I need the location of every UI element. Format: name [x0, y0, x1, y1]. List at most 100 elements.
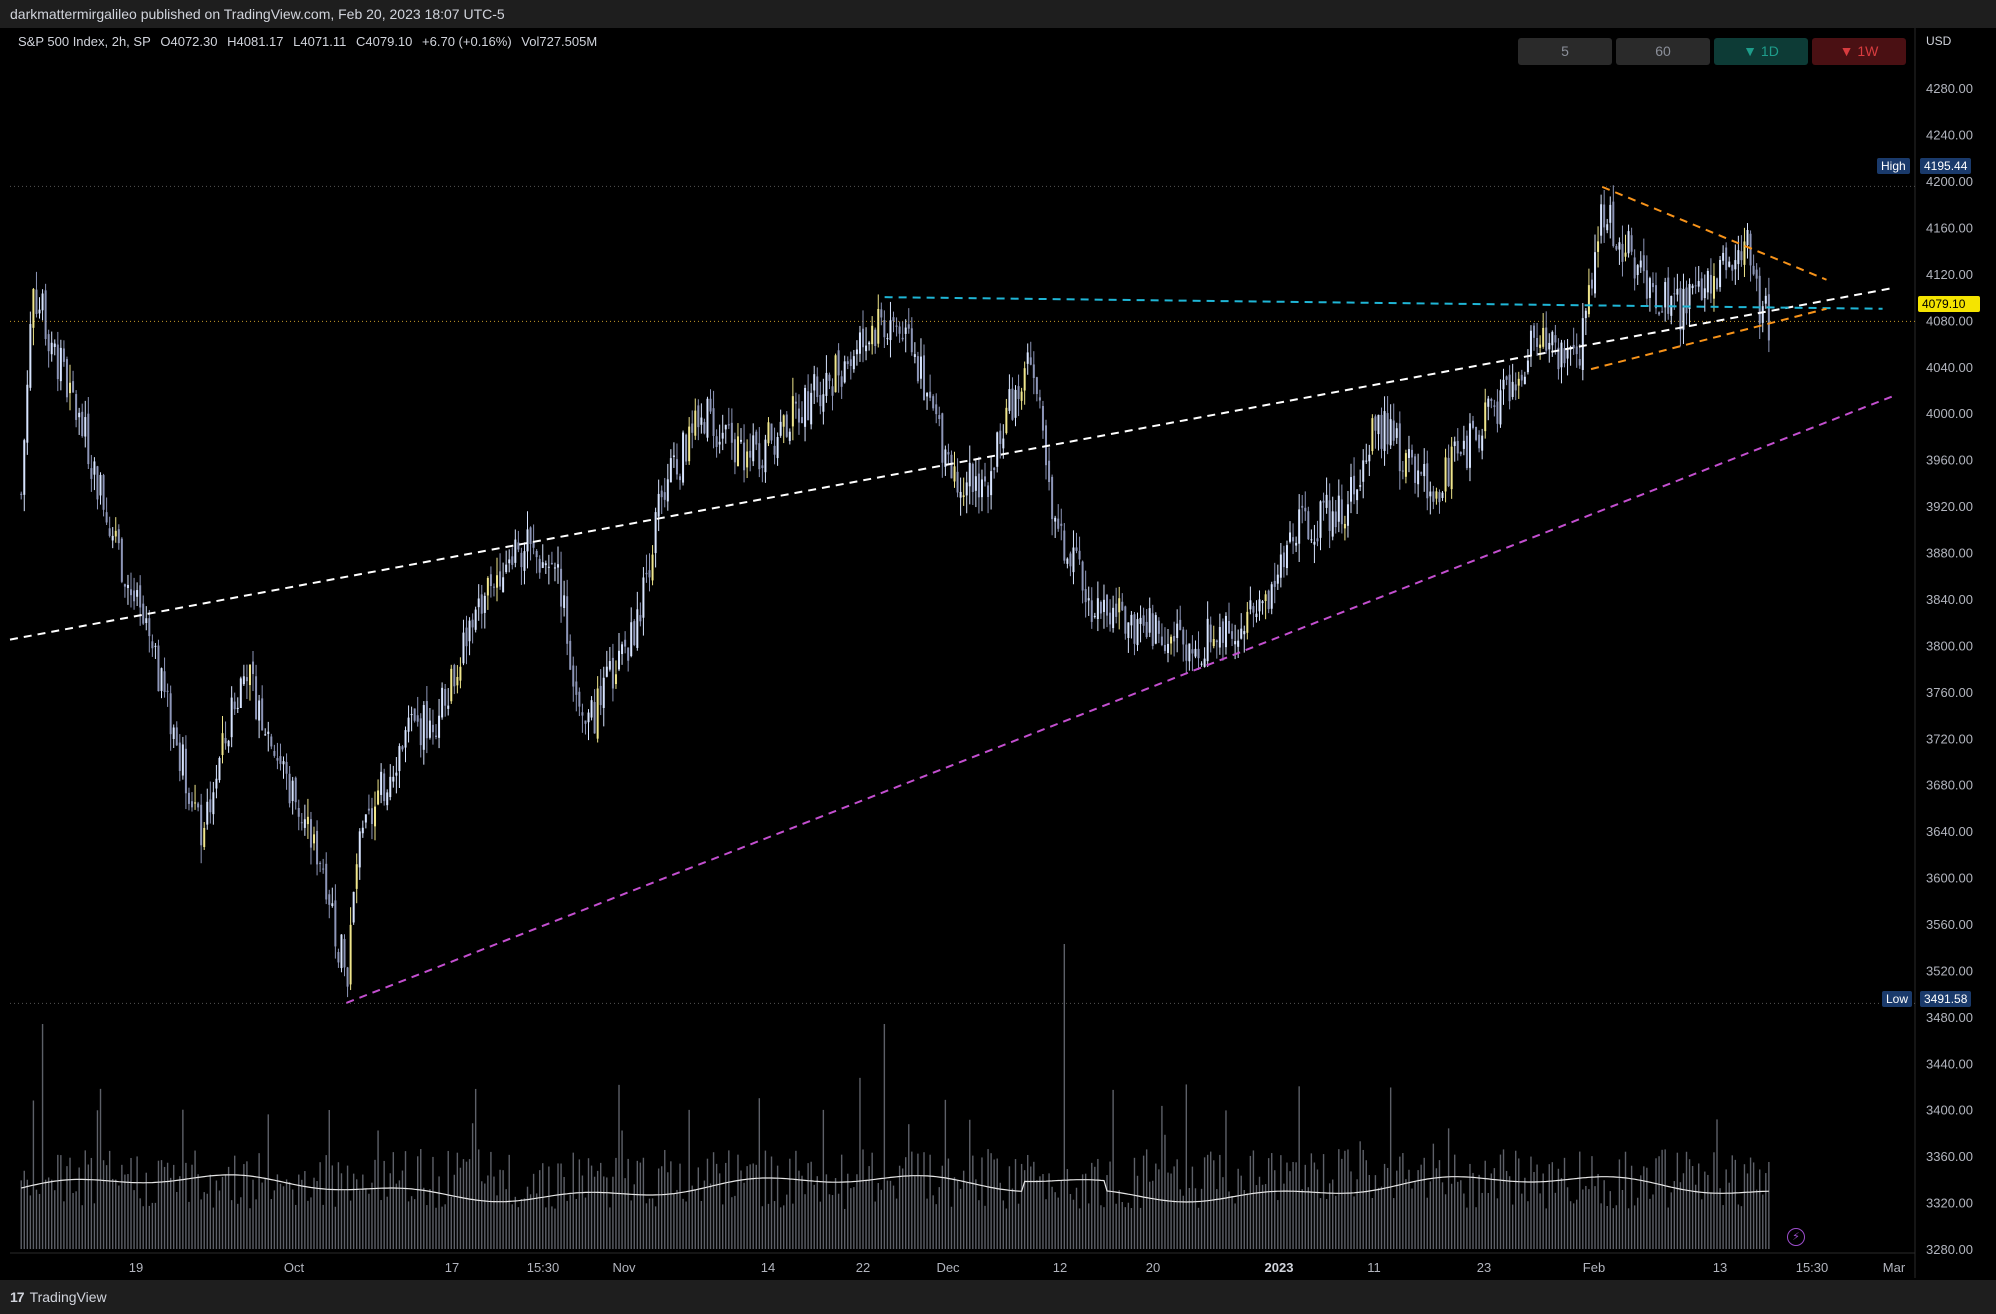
candle-body[interactable]: [977, 473, 980, 498]
candle-body[interactable]: [239, 678, 242, 708]
candle-body[interactable]: [871, 325, 874, 345]
candle-body[interactable]: [904, 327, 907, 334]
candle-body[interactable]: [1038, 397, 1041, 401]
candle-body[interactable]: [919, 356, 922, 379]
candle-body[interactable]: [340, 934, 343, 969]
candle-body[interactable]: [794, 401, 797, 404]
candle-body[interactable]: [514, 539, 517, 563]
candle-body[interactable]: [1615, 245, 1618, 250]
candle-body[interactable]: [279, 756, 282, 764]
candle-body[interactable]: [416, 715, 419, 722]
candle-body[interactable]: [645, 572, 648, 575]
candle-body[interactable]: [553, 567, 556, 569]
candle-body[interactable]: [1664, 282, 1667, 308]
candle-body[interactable]: [111, 535, 114, 541]
candle-body[interactable]: [126, 584, 129, 589]
candle-body[interactable]: [1023, 368, 1026, 391]
candle-body[interactable]: [157, 645, 160, 692]
candle-body[interactable]: [1627, 231, 1630, 254]
candle-body[interactable]: [23, 440, 26, 495]
candle-body[interactable]: [175, 727, 178, 746]
candle-body[interactable]: [1337, 495, 1340, 522]
candle-body[interactable]: [837, 350, 840, 376]
candle-body[interactable]: [38, 309, 41, 314]
candle-body[interactable]: [1218, 627, 1221, 648]
candle-body[interactable]: [767, 422, 770, 444]
candle-body[interactable]: [526, 529, 529, 552]
candle-body[interactable]: [169, 693, 172, 735]
candle-body[interactable]: [883, 320, 886, 338]
candle-body[interactable]: [1484, 402, 1487, 432]
candle-body[interactable]: [1209, 624, 1212, 643]
candle-body[interactable]: [1441, 492, 1444, 498]
candle-body[interactable]: [557, 564, 560, 568]
candle-body[interactable]: [1703, 288, 1706, 299]
candles[interactable]: [20, 185, 1770, 998]
candle-body[interactable]: [1560, 342, 1563, 368]
candle-body[interactable]: [1533, 325, 1536, 338]
candle-body[interactable]: [996, 432, 999, 467]
candle-body[interactable]: [773, 445, 776, 455]
candle-body[interactable]: [785, 414, 788, 437]
candle-body[interactable]: [910, 328, 913, 353]
candle-body[interactable]: [1282, 552, 1285, 568]
candle-body[interactable]: [1020, 391, 1023, 401]
candle-body[interactable]: [425, 701, 428, 739]
candle-body[interactable]: [1328, 500, 1331, 531]
candle-body[interactable]: [435, 735, 438, 738]
candle-body[interactable]: [1621, 243, 1624, 262]
candle-body[interactable]: [584, 720, 587, 724]
candle-body[interactable]: [1526, 360, 1529, 373]
candle-body[interactable]: [468, 620, 471, 642]
candle-body[interactable]: [1551, 331, 1554, 346]
candle-body[interactable]: [1658, 312, 1661, 315]
candle-body[interactable]: [990, 471, 993, 496]
candle-body[interactable]: [1383, 411, 1386, 451]
candle-body[interactable]: [1322, 500, 1325, 503]
candle-body[interactable]: [465, 627, 468, 647]
candle-body[interactable]: [1584, 310, 1587, 319]
candle-body[interactable]: [1273, 580, 1276, 587]
candle-body[interactable]: [831, 386, 834, 396]
candle-body[interactable]: [1398, 423, 1401, 472]
candle-body[interactable]: [20, 493, 23, 495]
candle-body[interactable]: [309, 819, 312, 848]
candle-body[interactable]: [730, 422, 733, 443]
candle-body[interactable]: [1026, 352, 1029, 364]
candle-body[interactable]: [1426, 463, 1429, 499]
candle-body[interactable]: [1697, 281, 1700, 287]
candle-body[interactable]: [611, 657, 614, 689]
candle-body[interactable]: [630, 622, 633, 657]
candle-body[interactable]: [1179, 619, 1182, 630]
candle-body[interactable]: [367, 808, 370, 811]
candle-body[interactable]: [1362, 460, 1365, 482]
candle-body[interactable]: [1758, 275, 1761, 324]
candle-body[interactable]: [1356, 489, 1359, 501]
candle-body[interactable]: [123, 584, 126, 587]
candle-body[interactable]: [1438, 492, 1441, 503]
candle-body[interactable]: [1429, 491, 1432, 497]
candle-body[interactable]: [87, 413, 90, 465]
candle-body[interactable]: [181, 744, 184, 776]
candle-body[interactable]: [1597, 241, 1600, 252]
candle-body[interactable]: [849, 359, 852, 366]
candle-body[interactable]: [221, 733, 224, 756]
candle-body[interactable]: [386, 792, 389, 806]
candle-body[interactable]: [1731, 265, 1734, 271]
candle-body[interactable]: [877, 308, 880, 344]
candle-body[interactable]: [316, 830, 319, 865]
candle-body[interactable]: [328, 894, 331, 905]
candle-body[interactable]: [855, 349, 858, 355]
candle-body[interactable]: [840, 376, 843, 387]
candle-body[interactable]: [733, 439, 736, 463]
candle-body[interactable]: [1505, 376, 1508, 380]
candle-body[interactable]: [566, 596, 569, 644]
candle-body[interactable]: [291, 780, 294, 802]
candle-body[interactable]: [1243, 631, 1246, 635]
candle-body[interactable]: [947, 452, 950, 455]
candle-body[interactable]: [1261, 601, 1264, 604]
candle-body[interactable]: [1395, 428, 1398, 438]
candle-body[interactable]: [1167, 643, 1170, 653]
candle-body[interactable]: [380, 771, 383, 795]
candle-body[interactable]: [1163, 644, 1166, 651]
